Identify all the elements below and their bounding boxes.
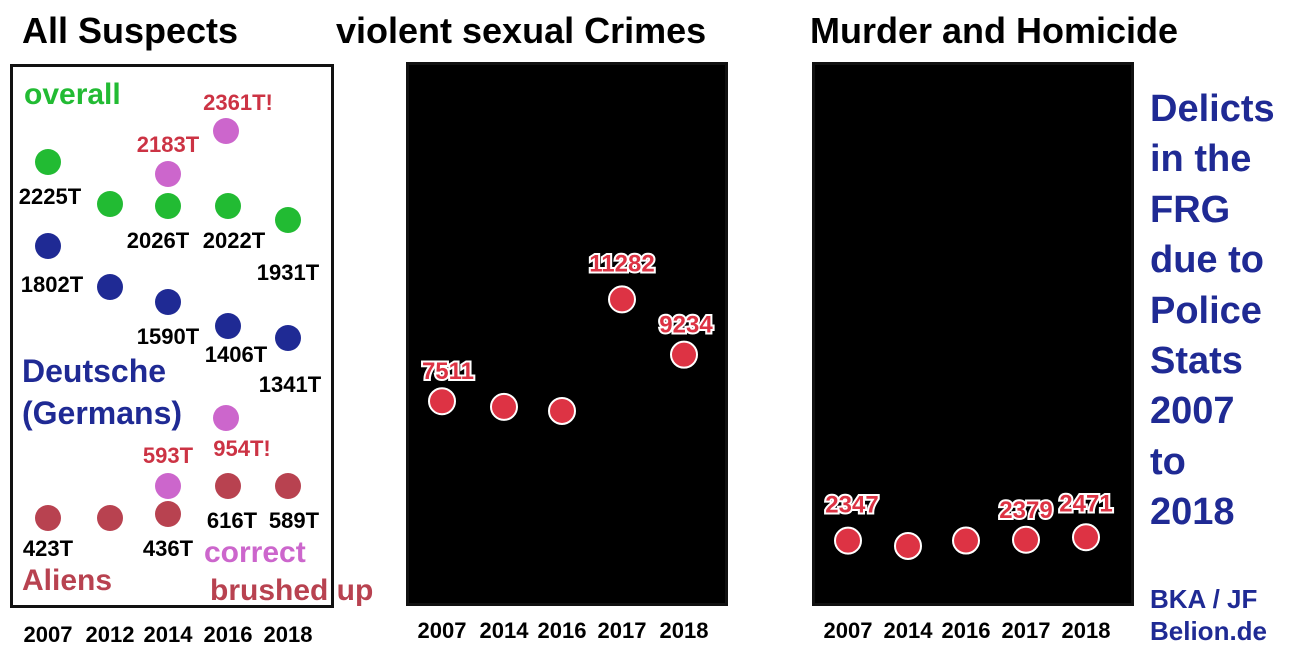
x-tick-label: 2007 <box>418 618 467 643</box>
data-label: 1931T <box>257 260 320 285</box>
data-label: 954T! <box>213 436 270 461</box>
data-label: 2183T <box>137 132 200 157</box>
sidebar-line: FRG <box>1150 188 1231 231</box>
x-tick-label: 2014 <box>884 618 934 643</box>
data-point <box>215 473 241 499</box>
plot-area-sexual-crimes <box>406 62 728 606</box>
data-point <box>35 233 61 259</box>
x-tick-label: 2018 <box>1062 618 1111 643</box>
x-tick-label: 2014 <box>144 622 194 646</box>
sidebar-line: to <box>1150 440 1186 483</box>
data-point <box>275 473 301 499</box>
data-point <box>155 501 181 527</box>
sidebar-line: Police <box>1150 289 1262 332</box>
data-point <box>213 118 239 144</box>
legend-overall: overall <box>24 78 121 111</box>
sidebar-line: due to <box>1150 239 1264 282</box>
data-point <box>35 505 61 531</box>
x-tick-label: 2016 <box>942 618 991 643</box>
data-point <box>548 396 576 425</box>
data-label: 1590T <box>137 324 200 349</box>
data-point <box>952 526 980 555</box>
legend-germans-translation: (Germans) <box>22 395 182 431</box>
sidebar-line: Delicts <box>1150 88 1275 130</box>
chart-title-sexual-crimes: violent sexual Crimes <box>336 10 707 51</box>
data-point <box>608 285 636 314</box>
x-tick-label: 2016 <box>538 618 587 643</box>
data-point <box>97 191 123 217</box>
sidebar-caption: Delicts in the FRG due to Police Stats 2… <box>1150 84 1275 538</box>
x-tick-label: 2014 <box>480 618 530 643</box>
data-label: 2026T <box>127 228 190 253</box>
data-point <box>670 340 698 369</box>
chart-title-all-suspects: All Suspects <box>22 10 239 51</box>
data-label: 2225T <box>19 184 82 209</box>
data-point <box>155 161 181 187</box>
data-label: 589T <box>269 508 320 533</box>
data-label: 2022T <box>203 228 266 253</box>
data-label: 2471 <box>1059 490 1112 517</box>
data-point <box>155 473 181 499</box>
data-point <box>155 193 181 219</box>
data-label: 1802T <box>21 272 84 297</box>
chart-title-murder: Murder and Homicide <box>810 10 1179 51</box>
x-tick-label: 2018 <box>660 618 709 643</box>
data-label: 616T <box>207 508 258 533</box>
x-tick-label: 2017 <box>598 618 647 643</box>
sidebar-line: Stats <box>1150 340 1243 383</box>
plot-area-murder <box>812 62 1134 606</box>
source-website: Belion.de <box>1150 616 1268 646</box>
data-label: 7511 <box>422 358 474 385</box>
data-point <box>97 505 123 531</box>
legend-aliens: Aliens <box>22 564 112 597</box>
data-point <box>490 392 518 421</box>
data-label: 1406T <box>205 342 268 367</box>
data-label: 1341T <box>259 372 322 397</box>
data-label: 2347 <box>825 492 878 519</box>
data-label: 2361T! <box>203 90 273 115</box>
data-point <box>1072 523 1100 552</box>
data-point <box>35 149 61 175</box>
data-point <box>894 531 922 560</box>
sidebar-line: 2007 <box>1150 390 1235 433</box>
data-point <box>97 274 123 300</box>
data-point <box>428 387 456 416</box>
data-label: 436T <box>143 536 194 561</box>
x-tick-label: 2017 <box>1002 618 1051 643</box>
data-label: 11282 <box>589 250 654 277</box>
x-tick-label: 2007 <box>824 618 873 643</box>
legend-brushed-up: brushed up <box>210 574 373 607</box>
sidebar-line: in the <box>1150 138 1252 181</box>
source-credit: BKA / JF <box>1150 584 1258 614</box>
data-point <box>215 313 241 339</box>
sidebar-line: 2018 <box>1150 491 1235 534</box>
data-label: 9234 <box>659 312 713 339</box>
x-tick-label: 2012 <box>86 622 135 646</box>
data-label: 2379 <box>999 497 1052 524</box>
data-point <box>275 207 301 233</box>
legend-correct: correct <box>204 536 306 569</box>
x-tick-label: 2016 <box>204 622 253 646</box>
x-tick-label: 2018 <box>264 622 313 646</box>
legend-germans: Deutsche <box>22 353 166 389</box>
data-point <box>275 325 301 351</box>
data-point <box>1012 525 1040 554</box>
data-label: 423T <box>23 536 74 561</box>
data-point <box>215 193 241 219</box>
data-label: 593T <box>143 443 194 468</box>
x-tick-label: 2007 <box>24 622 73 646</box>
data-point <box>213 405 239 431</box>
data-point <box>834 526 862 555</box>
data-point <box>155 289 181 315</box>
